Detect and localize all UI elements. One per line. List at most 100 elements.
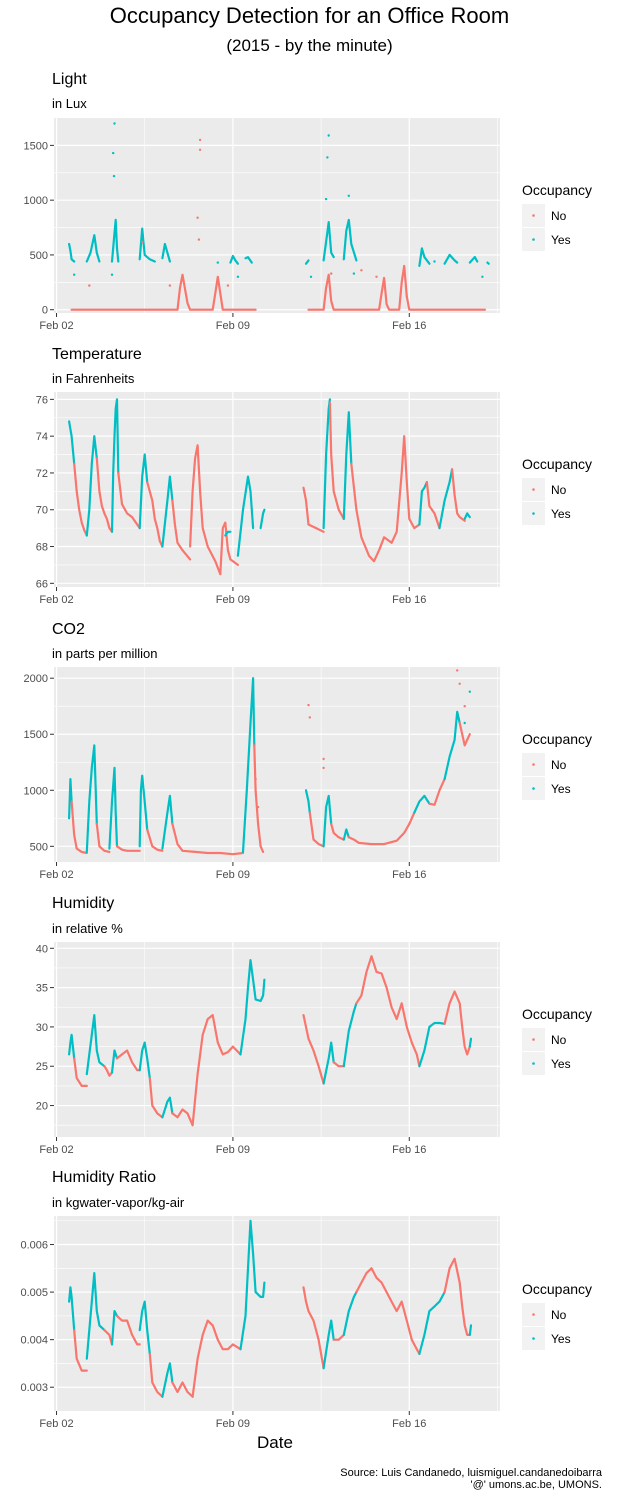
legend-key-dot-yes xyxy=(532,238,535,241)
panel-co2: 500 1000 1500 2000 Feb 02 Feb 09 Feb 16 Occupan… xyxy=(24,667,592,881)
panel-title-temperature: Temperature xyxy=(52,346,142,363)
data-series-no xyxy=(73,1328,88,1372)
data-series-yes xyxy=(138,227,156,263)
x-tick-label: Feb 02 xyxy=(39,594,73,606)
x-tick-label: Feb 09 xyxy=(216,869,250,881)
data-series-yes xyxy=(418,1290,446,1356)
data-series-no xyxy=(328,401,345,521)
panel-humidity-ratio: 0.003 0.004 0.005 0.006 Feb 02 Feb 09 Feb 16 Oc… xyxy=(20,1216,592,1430)
data-series-yes xyxy=(161,475,174,548)
y-tick-label: 1500 xyxy=(24,729,48,741)
data-series-no xyxy=(443,1257,471,1337)
data-series-no xyxy=(308,811,325,848)
legend-label-no: No xyxy=(551,1308,567,1322)
data-point-yes xyxy=(327,134,330,137)
data-series-yes xyxy=(418,1021,446,1068)
data-series-no xyxy=(332,1061,345,1068)
data-series-no xyxy=(191,1013,242,1127)
data-series-no xyxy=(347,811,416,846)
panel-humidity: 20 25 30 35 40 Feb 02 Feb 09 Feb 16 Occupancy No Y… xyxy=(36,942,592,1156)
data-point-no xyxy=(308,716,311,719)
data-series-no xyxy=(70,273,257,311)
data-series-yes xyxy=(244,256,253,264)
data-series-yes xyxy=(67,420,76,465)
legend-key-dot-no xyxy=(532,763,535,766)
data-series-yes xyxy=(322,221,335,262)
data-series-no xyxy=(189,444,222,576)
data-series-yes xyxy=(468,1037,473,1048)
y-tick-label: 1000 xyxy=(24,195,48,207)
data-point-no xyxy=(226,284,230,287)
data-point-yes xyxy=(73,273,76,276)
caption-line-2: '@' umons.ac.be, UMONS. xyxy=(470,1479,602,1491)
x-tick-label: Feb 16 xyxy=(392,1418,426,1430)
data-series-yes xyxy=(259,508,266,530)
legend-label-yes: Yes xyxy=(551,1057,571,1071)
data-point-yes xyxy=(110,273,114,276)
y-tick-label: 40 xyxy=(36,943,48,955)
data-series-yes xyxy=(110,1049,119,1074)
panel-background xyxy=(54,1216,500,1411)
data-series-no xyxy=(115,845,141,852)
data-series-yes xyxy=(239,1219,266,1351)
data-series-yes xyxy=(110,398,120,533)
data-point-no xyxy=(168,284,172,287)
data-series-no xyxy=(307,264,486,311)
data-series-no xyxy=(171,1381,194,1398)
data-point-no xyxy=(360,269,363,272)
data-series-yes xyxy=(161,242,171,263)
data-series-no xyxy=(148,1352,164,1398)
legend-light: Occupancy No Yes xyxy=(522,182,592,251)
legend-title: Occupancy xyxy=(522,1006,592,1022)
data-series-no xyxy=(171,822,245,856)
legend-temperature: Occupancy No Yes xyxy=(522,456,592,525)
data-series-yes xyxy=(304,789,311,814)
data-series-yes xyxy=(236,475,255,557)
data-series-no xyxy=(70,800,88,855)
data-series-yes xyxy=(438,468,454,530)
data-series-yes xyxy=(85,1271,106,1360)
y-tick-label: 500 xyxy=(30,250,48,262)
y-tick-label: 20 xyxy=(36,1101,48,1113)
panel-subtitle-light: in Lux xyxy=(52,96,87,111)
data-point-no xyxy=(254,777,257,781)
y-tick-label: 1500 xyxy=(24,140,48,152)
panel-background xyxy=(54,667,500,862)
data-series-no xyxy=(253,744,265,854)
data-series-yes xyxy=(322,794,333,848)
data-series-yes xyxy=(322,1319,335,1370)
data-series-yes xyxy=(239,958,266,1056)
x-tick-label: Feb 09 xyxy=(216,320,250,332)
data-series-no xyxy=(95,457,114,533)
legend-humidity-ratio: Occupancy No Yes xyxy=(522,1281,592,1350)
y-tick-label: 2000 xyxy=(24,673,48,685)
data-point-yes xyxy=(324,197,328,201)
data-series-no xyxy=(425,481,441,530)
data-series-yes xyxy=(342,218,358,262)
legend-key-dot-no xyxy=(532,488,535,491)
y-tick-label: 1000 xyxy=(24,785,48,797)
data-series-no xyxy=(171,1108,194,1127)
data-point-yes xyxy=(112,174,116,178)
x-tick-label: Feb 09 xyxy=(216,594,250,606)
panel-background xyxy=(54,942,500,1137)
y-tick-label: 68 xyxy=(36,542,48,554)
data-series-no xyxy=(443,990,471,1056)
legend-co2: Occupancy No Yes xyxy=(522,731,592,800)
x-tick-label: Feb 02 xyxy=(39,1418,73,1430)
x-tick-label: Feb 16 xyxy=(392,320,426,332)
data-series-yes xyxy=(468,256,479,264)
legend-label-no: No xyxy=(551,483,567,497)
panel-subtitle-humidity-ratio: in kgwater-vapor/kg-air xyxy=(52,1195,185,1210)
data-point-yes xyxy=(352,272,356,275)
data-series-no xyxy=(451,468,466,522)
y-tick-label: 30 xyxy=(36,1022,48,1034)
data-series-yes xyxy=(85,234,101,263)
data-series-yes xyxy=(463,512,471,521)
panel-subtitle-humidity: in relative % xyxy=(52,921,123,936)
data-point-yes xyxy=(112,151,115,155)
legend-label-no: No xyxy=(551,1033,567,1047)
data-point-yes xyxy=(113,122,116,125)
data-series-yes xyxy=(342,1002,358,1068)
